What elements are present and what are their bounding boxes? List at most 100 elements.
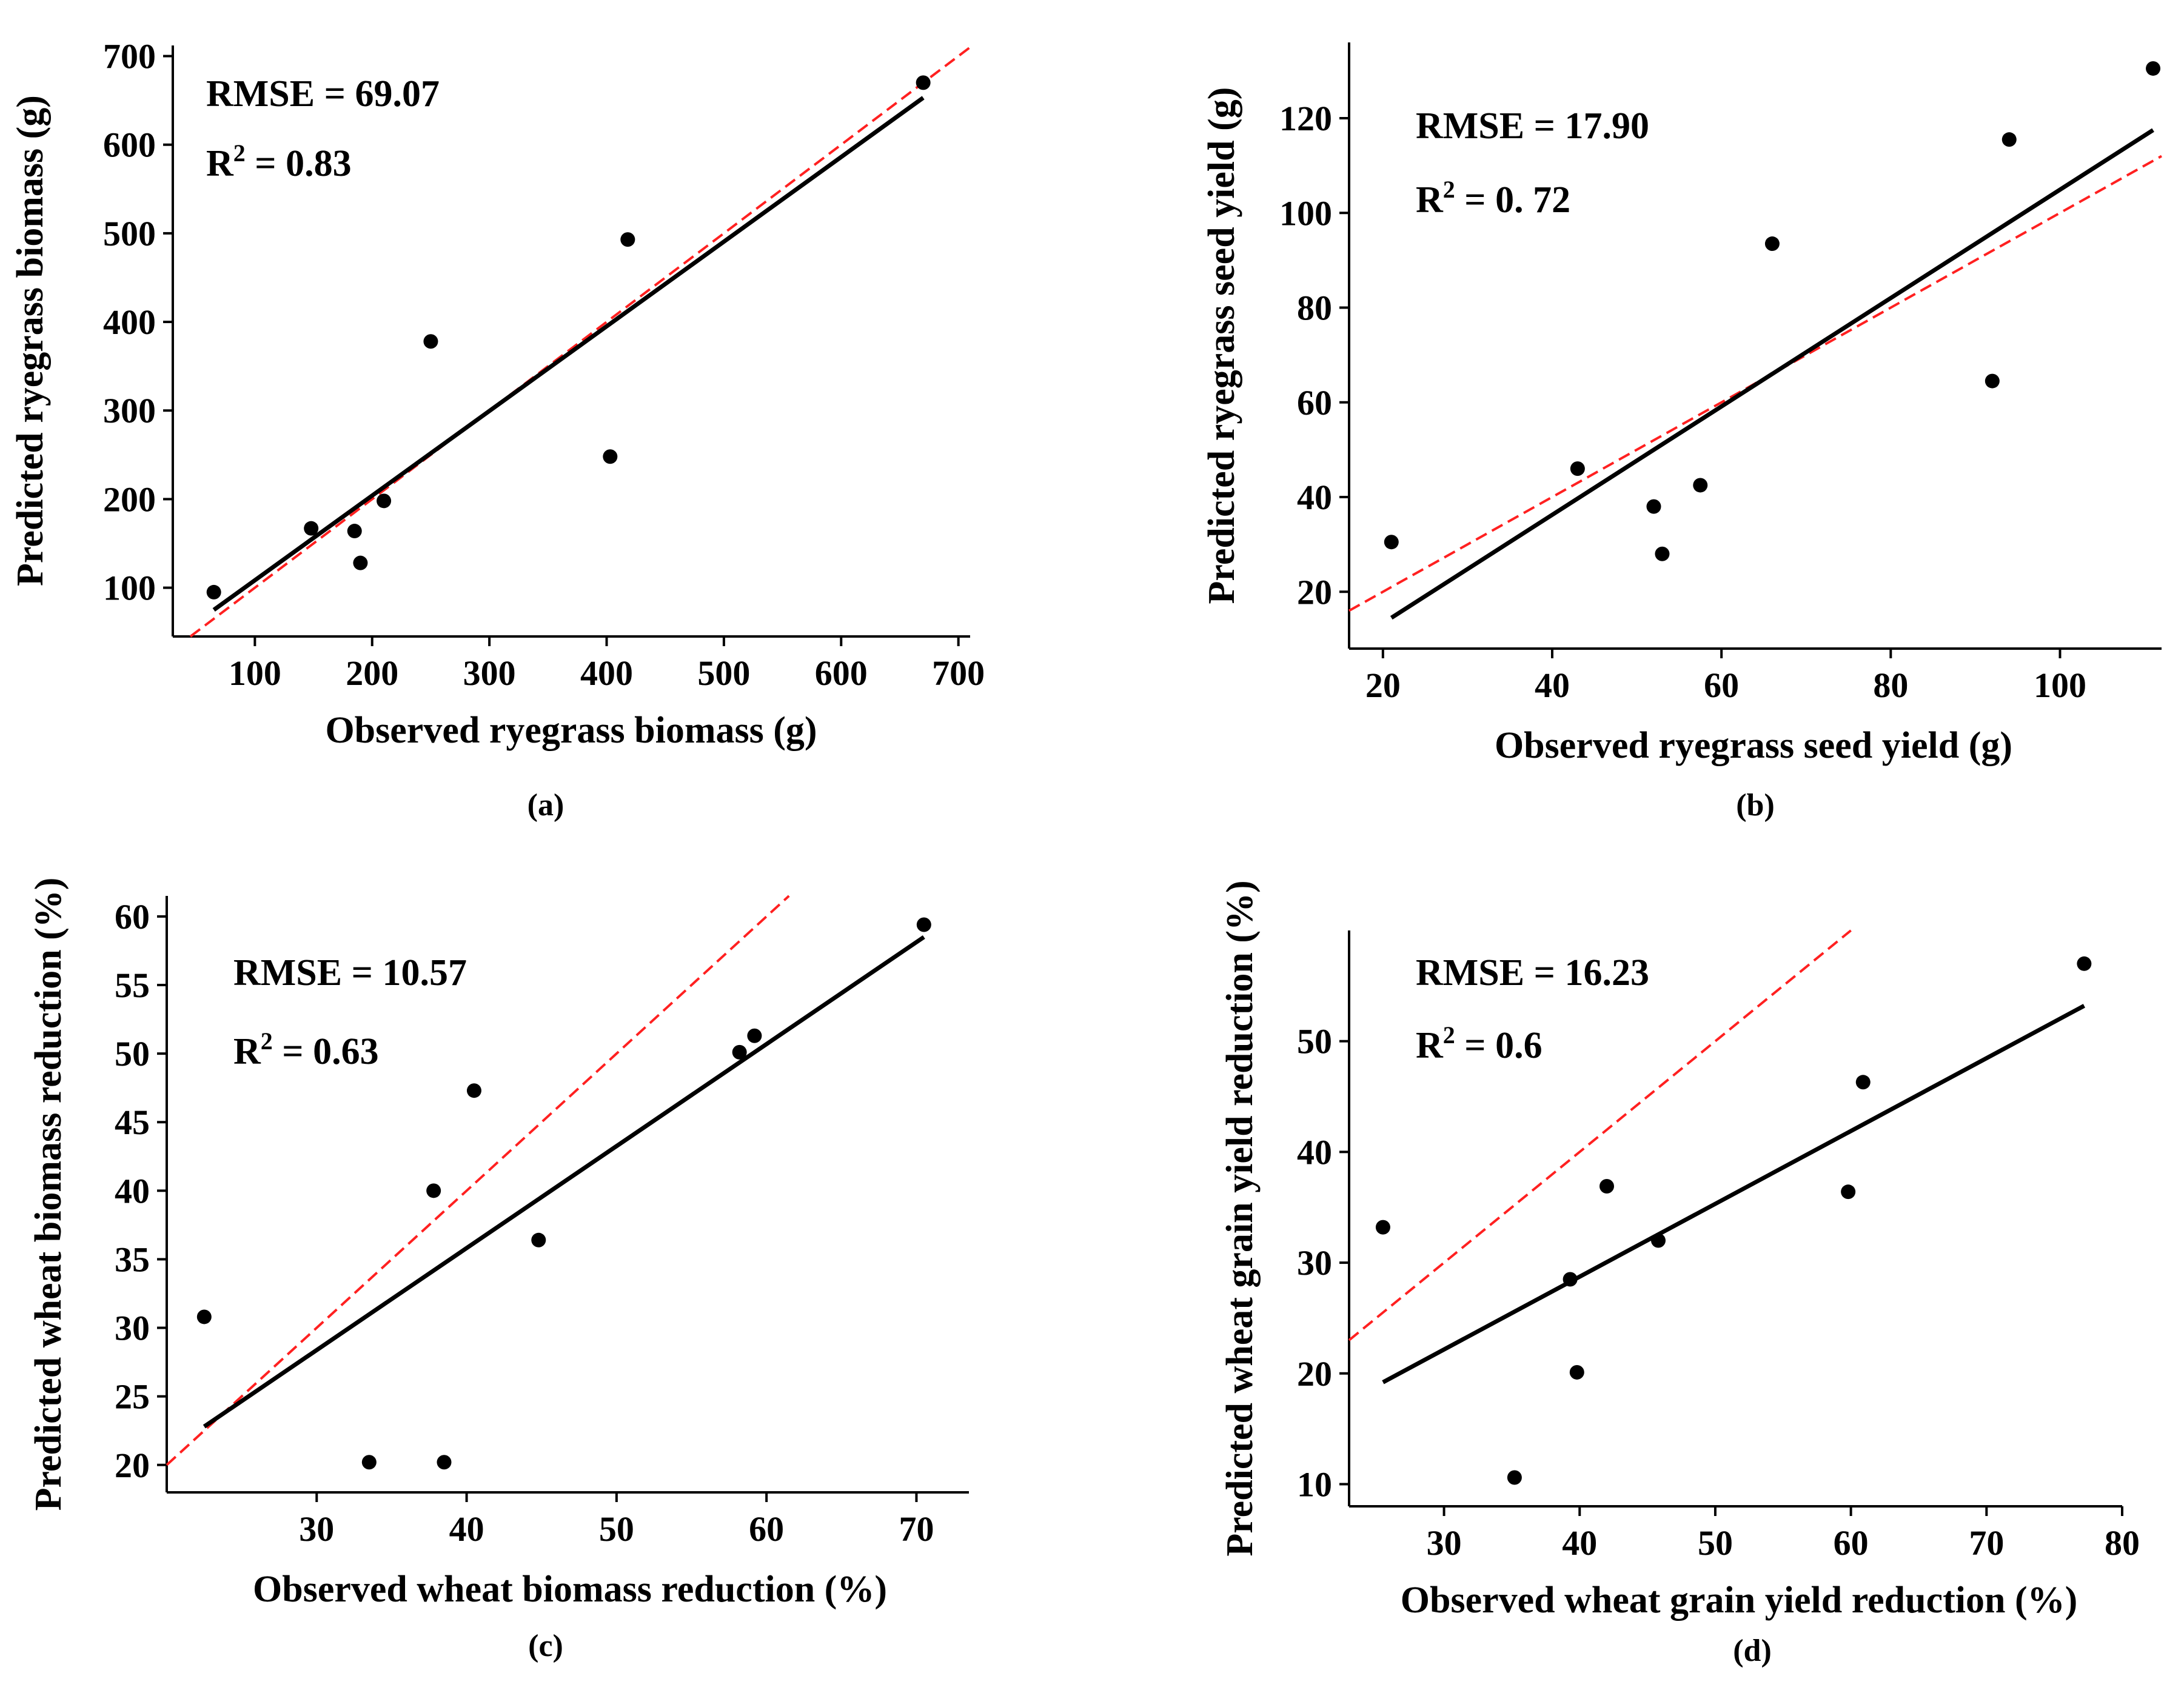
y-tick-label: 35 xyxy=(115,1240,150,1279)
x-tick-label: 300 xyxy=(463,653,516,693)
data-point xyxy=(361,1455,377,1470)
r2-letter: R xyxy=(1416,179,1444,221)
regression-line xyxy=(1390,128,2154,620)
x-axis-title: Observed wheat grain yield reduction (%) xyxy=(1401,1580,2078,1621)
y-tick-label: 100 xyxy=(103,569,156,608)
data-point xyxy=(620,232,635,247)
x-tick-label: 400 xyxy=(580,653,633,693)
x-tick-label: 40 xyxy=(1535,666,1570,705)
data-point xyxy=(304,521,319,536)
y-tick-label: 600 xyxy=(103,125,156,165)
y-tick-label: 20 xyxy=(1297,572,1332,612)
y-axis-title: Predicted ryegrass biomass (g) xyxy=(10,95,51,586)
y-tick-label: 100 xyxy=(1279,193,1332,233)
x-tick-label: 60 xyxy=(749,1509,784,1549)
rmse-annotation: RMSE = 10.57 xyxy=(233,952,467,993)
panel-label: (a) xyxy=(528,788,564,823)
data-point xyxy=(2077,956,2092,971)
y-axis-title: Predicted wheat grain yield reduction (%… xyxy=(1219,880,1261,1556)
panel-d: 30 40 50 60 70 80 10 20 30 40 50 RMSE = 16.23 R2 = 0… xyxy=(1219,880,2140,1668)
y-tick-label: 10 xyxy=(1297,1464,1332,1504)
y-tick-label: 40 xyxy=(1297,478,1332,517)
x-axis-title: Observed ryegrass seed yield (g) xyxy=(1495,725,2012,766)
r2-letter: R xyxy=(206,143,234,184)
r2-annotation: R2 = 0.6 xyxy=(1416,1021,1543,1066)
x-tick-label: 50 xyxy=(1698,1523,1733,1563)
data-point xyxy=(531,1232,546,1247)
x-tick-label: 40 xyxy=(1562,1523,1597,1563)
y-tick-label: 30 xyxy=(1297,1243,1332,1283)
y-tick-label: 60 xyxy=(115,897,150,937)
x-tick-label: 500 xyxy=(697,653,750,693)
x-tick-label: 30 xyxy=(1427,1523,1462,1563)
panel-a: 100 200 300 400 500 600 700 100 200 300 400 500 600 7… xyxy=(10,37,985,823)
r2-value: = 0. 72 xyxy=(1455,179,1570,221)
r2-value: = 0.6 xyxy=(1455,1025,1543,1066)
y-tick-label: 80 xyxy=(1297,289,1332,328)
y-tick-label: 30 xyxy=(115,1309,150,1348)
r2-letter: R xyxy=(1416,1025,1444,1066)
y-tick-label: 300 xyxy=(103,391,156,430)
panel-label: (b) xyxy=(1736,788,1775,823)
data-point xyxy=(347,524,362,539)
regression-line xyxy=(1382,1004,2086,1384)
data-point xyxy=(1855,1075,1871,1090)
data-point xyxy=(206,584,221,599)
x-tick-label: 50 xyxy=(599,1509,634,1549)
regression-line xyxy=(212,96,925,612)
data-point xyxy=(377,493,392,509)
data-point xyxy=(916,917,931,932)
y-tick-label: 400 xyxy=(103,302,156,342)
rmse-annotation: RMSE = 17.90 xyxy=(1416,105,1649,147)
data-point xyxy=(747,1028,762,1043)
y-tick-label: 60 xyxy=(1297,383,1332,422)
r2-value: = 0.63 xyxy=(273,1031,379,1072)
data-point xyxy=(603,449,618,464)
data-point xyxy=(1693,478,1708,493)
panel-label: (d) xyxy=(1733,1634,1772,1668)
y-tick-label: 55 xyxy=(115,966,150,1005)
data-point xyxy=(1569,1364,1584,1380)
data-point xyxy=(423,334,438,349)
x-tick-label: 600 xyxy=(815,653,868,693)
x-tick-label: 20 xyxy=(1365,666,1401,705)
identity-line xyxy=(189,46,971,638)
y-tick-label: 50 xyxy=(1297,1022,1332,1061)
x-tick-label: 70 xyxy=(1969,1523,2004,1563)
data-point xyxy=(1570,461,1585,476)
data-point xyxy=(916,75,931,90)
data-point xyxy=(1375,1220,1390,1235)
data-point xyxy=(426,1183,441,1198)
x-tick-label: 200 xyxy=(346,653,398,693)
data-point xyxy=(196,1309,212,1324)
x-tick-label: 60 xyxy=(1834,1523,1869,1563)
data-point xyxy=(1651,1233,1666,1248)
x-tick-label: 70 xyxy=(899,1509,934,1549)
x-tick-label: 100 xyxy=(229,653,281,693)
x-tick-label: 60 xyxy=(1704,666,1739,705)
r2-value: = 0.83 xyxy=(246,143,352,184)
y-tick-label: 200 xyxy=(103,479,156,519)
r2-letter: R xyxy=(233,1031,261,1072)
y-tick-label: 700 xyxy=(103,37,156,76)
data-point xyxy=(437,1455,452,1470)
rmse-annotation: RMSE = 69.07 xyxy=(206,73,440,115)
y-tick-label: 120 xyxy=(1279,99,1332,138)
identity-line xyxy=(166,895,790,1466)
x-axis-title: Observed wheat biomass reduction (%) xyxy=(253,1569,887,1610)
data-point xyxy=(1507,1470,1522,1485)
data-point xyxy=(1655,546,1670,561)
y-tick-label: 25 xyxy=(115,1377,150,1417)
data-point xyxy=(466,1083,481,1098)
data-point xyxy=(1764,236,1780,252)
x-tick-label: 700 xyxy=(932,653,985,693)
data-point xyxy=(353,555,368,570)
x-tick-label: 30 xyxy=(299,1509,334,1549)
data-point xyxy=(1384,535,1399,550)
x-tick-label: 40 xyxy=(449,1509,484,1549)
data-point xyxy=(2146,61,2161,76)
panel-label: (c) xyxy=(528,1629,563,1663)
data-point xyxy=(732,1044,747,1060)
r2-superscript: 2 xyxy=(261,1027,273,1055)
